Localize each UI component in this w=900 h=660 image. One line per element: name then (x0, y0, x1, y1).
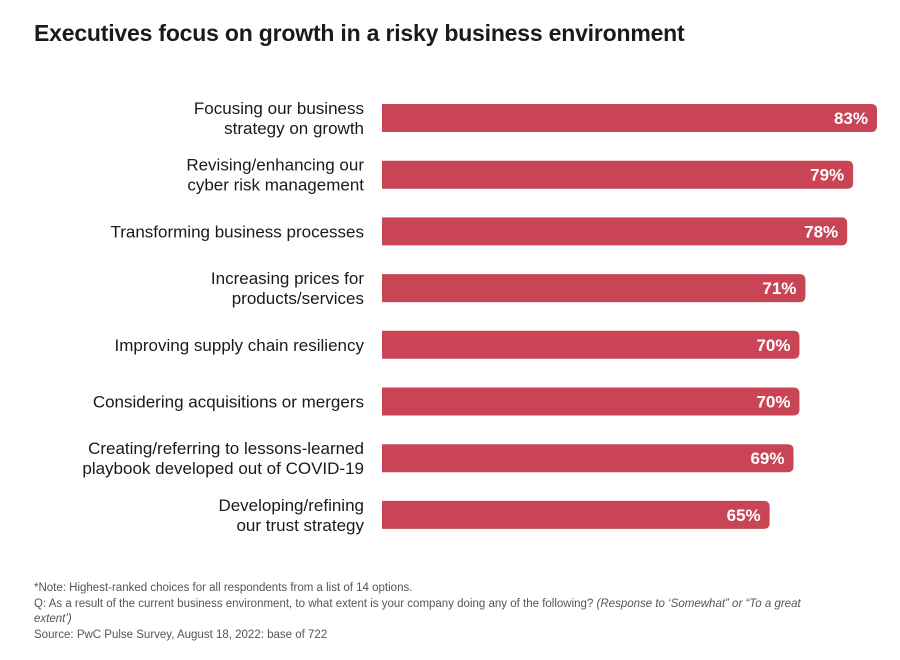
bar (382, 160, 854, 189)
category-label: Developing/refining (218, 496, 364, 515)
bar (382, 444, 794, 473)
data-label: 70% (756, 336, 790, 355)
category-label: Revising/enhancing our (186, 156, 364, 175)
bar (382, 387, 800, 416)
bar (382, 274, 806, 303)
category-label: Increasing prices for (211, 269, 364, 288)
category-label: Considering acquisitions or mergers (93, 393, 364, 412)
category-label: Creating/referring to lessons-learned (88, 439, 364, 458)
category-label: strategy on growth (224, 119, 364, 138)
question: Q: As a result of the current business e… (34, 597, 594, 610)
question-text: Q: As a result of the current business e… (34, 597, 834, 628)
data-label: 71% (762, 279, 796, 298)
source-text: Source: PwC Pulse Survey, August 18, 202… (34, 628, 328, 641)
bar (382, 330, 800, 359)
category-label: playbook developed out of COVID-19 (82, 459, 364, 478)
footnotes: *Note: Highest-ranked choices for all re… (34, 581, 834, 643)
category-label: our trust strategy (236, 516, 364, 535)
data-label: 69% (750, 449, 784, 468)
chart-title: Executives focus on growth in a risky bu… (34, 20, 685, 46)
bar (382, 500, 770, 529)
bar (382, 217, 848, 246)
data-label: 83% (834, 109, 868, 128)
data-label: 65% (727, 506, 761, 525)
category-label: products/services (232, 289, 364, 308)
data-label: 78% (804, 222, 838, 241)
data-label: 70% (756, 393, 790, 412)
category-label: Focusing our business (194, 99, 364, 118)
category-label: cyber risk management (187, 176, 364, 195)
data-label: 79% (810, 166, 844, 185)
bar (382, 104, 877, 132)
category-label: Improving supply chain resiliency (115, 336, 365, 355)
category-label: Transforming business processes (110, 222, 364, 241)
note-text: *Note: Highest-ranked choices for all re… (34, 582, 413, 594)
response-text: (Response to ‘Somewhat” or “To a great e… (34, 597, 801, 626)
